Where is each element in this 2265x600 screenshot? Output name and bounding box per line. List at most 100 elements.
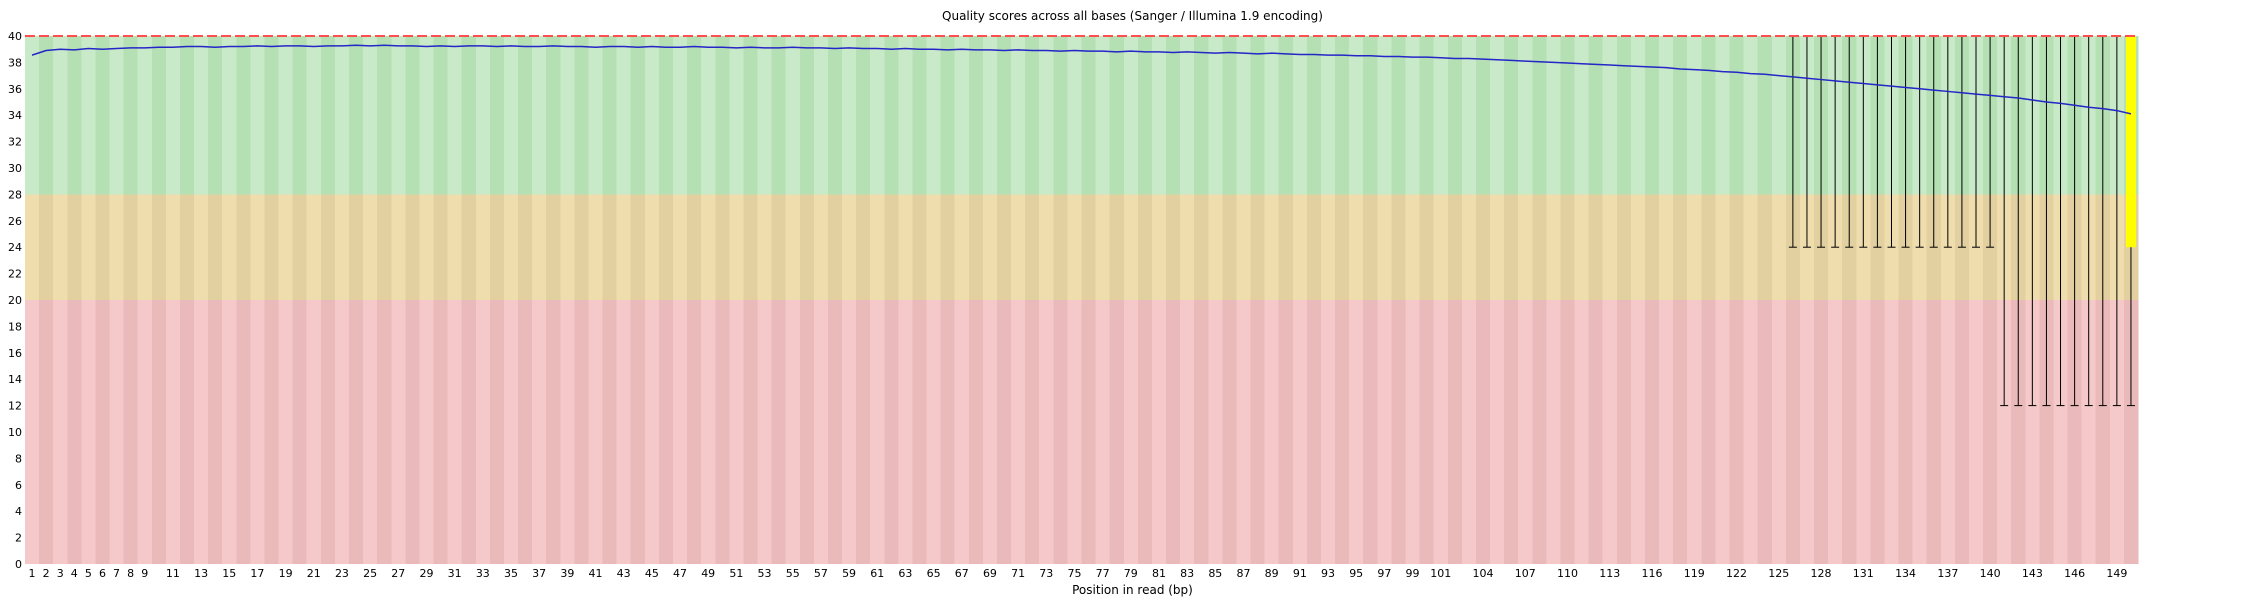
x-tick-label: 33 bbox=[476, 567, 490, 580]
band-ok bbox=[81, 194, 96, 300]
x-tick-label: 47 bbox=[673, 567, 687, 580]
band-bad bbox=[1151, 300, 1167, 564]
band-good bbox=[1461, 36, 1477, 195]
band-good bbox=[1011, 36, 1026, 195]
band-bad bbox=[546, 300, 561, 564]
band-ok bbox=[1518, 194, 1533, 300]
x-tick-label: 43 bbox=[617, 567, 631, 580]
band-good bbox=[1194, 36, 1209, 195]
x-tick-label: 13 bbox=[194, 567, 208, 580]
band-bad bbox=[701, 300, 716, 564]
band-bad bbox=[1461, 300, 1477, 564]
band-ok bbox=[898, 194, 913, 300]
band-ok bbox=[1490, 194, 1505, 300]
band-bad bbox=[785, 300, 801, 564]
band-good bbox=[475, 36, 491, 195]
band-bad bbox=[658, 300, 674, 564]
band-good bbox=[334, 36, 350, 195]
band-good bbox=[771, 36, 787, 195]
band-good bbox=[658, 36, 674, 195]
x-tick-label: 77 bbox=[1096, 567, 1110, 580]
x-tick-label: 51 bbox=[729, 567, 743, 580]
band-good bbox=[1250, 36, 1266, 195]
band-ok bbox=[1729, 194, 1744, 300]
band-bad bbox=[2095, 300, 2111, 564]
band-good bbox=[1574, 36, 1590, 195]
band-good bbox=[1644, 36, 1660, 195]
band-bad bbox=[2011, 300, 2026, 564]
band-ok bbox=[151, 194, 167, 300]
band-bad bbox=[433, 300, 448, 564]
band-bad bbox=[1039, 300, 1054, 564]
band-bad bbox=[461, 300, 477, 564]
band-bad bbox=[1926, 300, 1942, 564]
band-good bbox=[1729, 36, 1744, 195]
band-ok bbox=[870, 194, 885, 300]
band-ok bbox=[1067, 194, 1082, 300]
band-bad bbox=[560, 300, 575, 564]
band-good bbox=[842, 36, 857, 195]
band-good bbox=[489, 36, 505, 195]
band-ok bbox=[785, 194, 801, 300]
band-good bbox=[729, 36, 744, 195]
band-ok bbox=[179, 194, 195, 300]
band-good bbox=[813, 36, 829, 195]
band-ok bbox=[123, 194, 139, 300]
band-ok bbox=[757, 194, 772, 300]
band-bad bbox=[419, 300, 434, 564]
band-bad bbox=[574, 300, 589, 564]
band-ok bbox=[377, 194, 392, 300]
band-bad bbox=[2067, 300, 2083, 564]
band-good bbox=[1546, 36, 1561, 195]
x-tick-label: 119 bbox=[1684, 567, 1705, 580]
band-good bbox=[856, 36, 871, 195]
band-bad bbox=[2025, 300, 2040, 564]
band-good bbox=[503, 36, 519, 195]
band-good bbox=[940, 36, 956, 195]
band-bad bbox=[278, 300, 294, 564]
band-good bbox=[1278, 36, 1294, 195]
band-bad bbox=[1292, 300, 1308, 564]
band-ok bbox=[363, 194, 378, 300]
band-bad bbox=[2039, 300, 2054, 564]
band-good bbox=[53, 36, 68, 195]
band-good bbox=[447, 36, 463, 195]
x-tick-label: 87 bbox=[1237, 567, 1251, 580]
iqr-box-last-position bbox=[2125, 36, 2136, 248]
band-good bbox=[1151, 36, 1167, 195]
band-bad bbox=[1363, 300, 1378, 564]
y-tick-label: 8 bbox=[15, 452, 22, 465]
band-good bbox=[546, 36, 561, 195]
band-bad bbox=[405, 300, 420, 564]
band-good bbox=[236, 36, 251, 195]
band-bad bbox=[1912, 300, 1928, 564]
x-tick-label: 9 bbox=[141, 567, 148, 580]
y-tick-label: 22 bbox=[8, 268, 22, 281]
band-good bbox=[616, 36, 632, 195]
band-ok bbox=[165, 194, 181, 300]
band-bad bbox=[1785, 300, 1801, 564]
band-ok bbox=[1222, 194, 1237, 300]
band-bad bbox=[743, 300, 758, 564]
band-ok bbox=[391, 194, 406, 300]
band-ok bbox=[503, 194, 519, 300]
band-good bbox=[137, 36, 153, 195]
band-good bbox=[1771, 36, 1787, 195]
x-tick-label: 49 bbox=[701, 567, 715, 580]
band-bad bbox=[447, 300, 463, 564]
y-tick-label: 24 bbox=[8, 241, 22, 254]
band-good bbox=[1433, 36, 1449, 195]
x-tick-label: 11 bbox=[166, 567, 180, 580]
band-good bbox=[518, 36, 533, 195]
band-bad bbox=[1997, 300, 2012, 564]
band-ok bbox=[954, 194, 970, 300]
band-good bbox=[1419, 36, 1435, 195]
x-tick-label: 140 bbox=[1980, 567, 2001, 580]
x-tick-label: 5 bbox=[85, 567, 92, 580]
band-ok bbox=[433, 194, 448, 300]
band-bad bbox=[1095, 300, 1111, 564]
band-ok bbox=[630, 194, 646, 300]
band-good bbox=[179, 36, 195, 195]
band-good bbox=[1109, 36, 1125, 195]
band-bad bbox=[1828, 300, 1843, 564]
